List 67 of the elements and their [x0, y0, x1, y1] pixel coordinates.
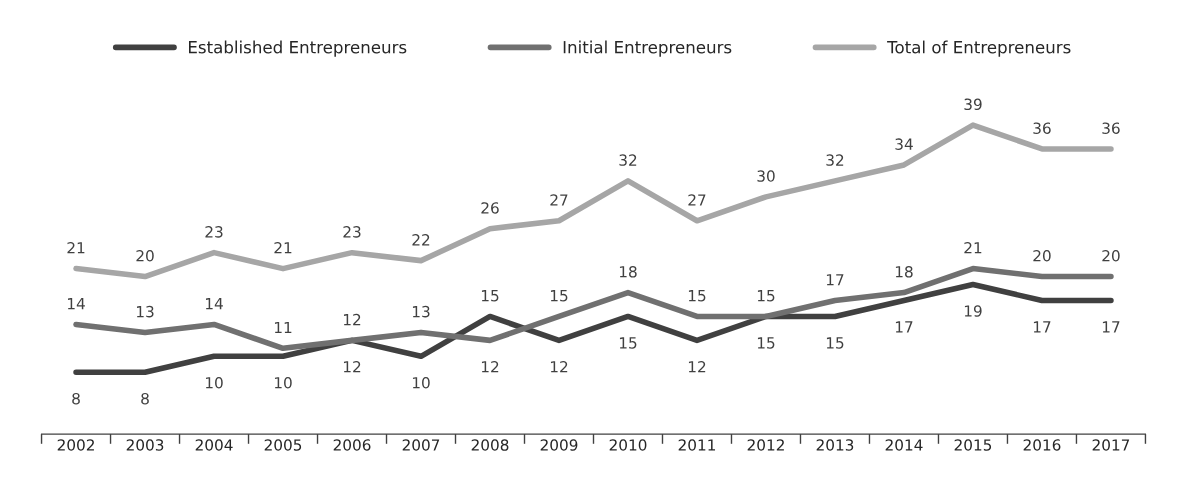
data-label: 17	[1102, 321, 1120, 333]
x-tick-label: 2005	[264, 439, 302, 451]
data-label: 13	[136, 305, 154, 318]
legend-label: Initial Entrepreneurs	[563, 40, 732, 57]
x-tick-label: 2012	[747, 439, 784, 451]
data-label: 13	[412, 305, 430, 318]
data-label: 23	[343, 226, 361, 238]
data-label: 36	[1033, 122, 1051, 134]
data-label: 18	[619, 265, 637, 278]
data-label: 32	[619, 154, 637, 166]
data-label: 12	[481, 361, 499, 373]
data-label: 14	[205, 298, 223, 310]
data-label: 36	[1102, 122, 1120, 134]
x-tick-label: 2013	[816, 439, 854, 451]
data-label: 14	[68, 298, 85, 310]
data-label: 27	[550, 194, 568, 206]
legend-label: Established Entrepreneurs	[189, 40, 407, 57]
data-label: 12	[550, 361, 568, 373]
data-label: 32	[826, 154, 844, 166]
data-label: 15	[619, 337, 637, 349]
data-label: 30	[757, 170, 775, 182]
data-label: 15	[688, 290, 706, 302]
data-label: 10	[412, 376, 430, 389]
data-label: 17	[826, 274, 844, 286]
data-label: 11	[274, 321, 292, 334]
data-label: 39	[964, 98, 982, 111]
data-label: 21	[274, 242, 292, 254]
x-tick-label: 2010	[609, 439, 647, 451]
data-label: 8	[72, 392, 80, 405]
data-label: 15	[826, 337, 844, 349]
x-tick-label: 2004	[195, 439, 233, 451]
data-label: 15	[757, 290, 775, 302]
x-tick-label: 2015	[954, 439, 992, 451]
data-label: 21	[67, 242, 85, 254]
data-label: 27	[688, 194, 706, 206]
data-label: 15	[550, 290, 568, 302]
data-label: 22	[412, 234, 430, 246]
data-label: 26	[481, 202, 499, 214]
legend-label: Total of Entrepreneurs	[887, 40, 1071, 57]
x-tick-label: 2017	[1092, 439, 1130, 451]
x-tick-label: 2009	[540, 439, 578, 451]
data-label: 12	[343, 313, 361, 326]
data-label: 15	[757, 337, 775, 349]
x-tick-label: 2007	[402, 439, 440, 451]
data-label: 10	[274, 376, 292, 389]
x-tick-label: 2011	[678, 439, 716, 451]
data-label: 17	[895, 321, 913, 333]
x-tick-label: 2008	[471, 439, 509, 451]
data-label: 12	[343, 361, 361, 373]
data-label: 19	[964, 305, 982, 317]
data-label: 10	[205, 376, 223, 389]
data-label: 8	[141, 392, 149, 405]
data-label: 34	[895, 138, 913, 150]
x-tick-label: 2003	[126, 439, 164, 451]
data-label: 15	[481, 290, 499, 302]
data-label: 12	[688, 361, 706, 373]
data-label: 20	[1102, 250, 1120, 262]
data-label: 20	[1033, 250, 1051, 262]
data-label: 21	[964, 242, 982, 254]
data-label: 20	[136, 250, 154, 262]
x-tick-label: 2016	[1023, 439, 1061, 451]
data-label: 17	[1033, 321, 1051, 333]
data-label: 23	[205, 226, 223, 238]
x-tick-label: 2014	[885, 439, 923, 451]
data-label: 18	[895, 265, 913, 278]
x-tick-label: 2006	[333, 439, 371, 451]
x-tick-label: 2002	[57, 439, 94, 451]
